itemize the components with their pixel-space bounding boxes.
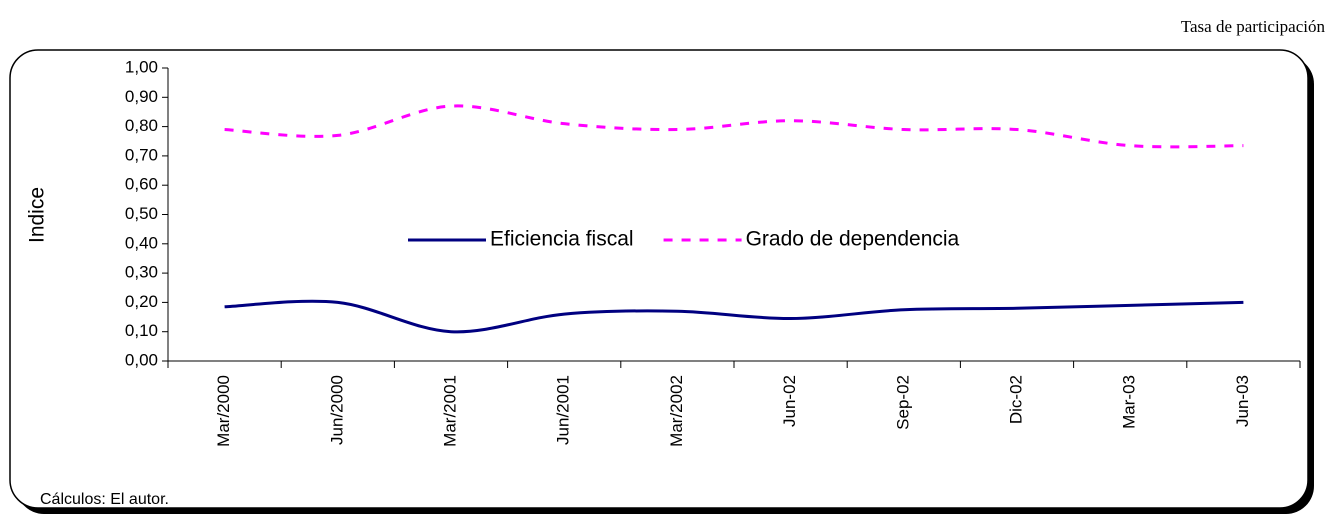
legend-label: Eficiencia fiscal: [490, 228, 634, 251]
y-tick-label: 0,90: [125, 87, 158, 106]
x-tick-label: Sep-02: [893, 375, 912, 430]
y-tick-label: 0,30: [125, 263, 158, 282]
y-axis-title: Indice: [26, 187, 49, 243]
x-tick-label: Mar-03: [1120, 375, 1139, 429]
y-tick-label: 0,80: [125, 116, 158, 135]
legend-label: Grado de dependencia: [746, 228, 960, 251]
y-tick-label: 0,70: [125, 145, 158, 164]
x-tick-label: Mar/2002: [667, 375, 686, 447]
x-tick-label: Mar/2000: [214, 375, 233, 447]
x-tick-label: Jun/2001: [554, 375, 573, 445]
y-tick-label: 0,10: [125, 321, 158, 340]
y-tick-label: 0,20: [125, 292, 158, 311]
y-tick-label: 1,00: [125, 57, 158, 76]
x-tick-label: Jun-02: [780, 375, 799, 427]
y-tick-label: 0,40: [125, 233, 158, 252]
x-tick-label: Jun-03: [1233, 375, 1252, 427]
y-tick-label: 0,00: [125, 350, 158, 369]
x-tick-label: Dic-02: [1006, 375, 1025, 424]
y-tick-label: 0,50: [125, 204, 158, 223]
y-tick-label: 0,60: [125, 175, 158, 194]
series-line: [224, 299, 1244, 334]
x-tick-label: Mar/2001: [440, 375, 459, 447]
frame: [9, 49, 1309, 509]
footnote: Cálculos: El autor.: [40, 491, 169, 508]
corner-note: Tasa de participación: [1181, 17, 1326, 36]
x-tick-label: Jun/2000: [327, 375, 346, 445]
